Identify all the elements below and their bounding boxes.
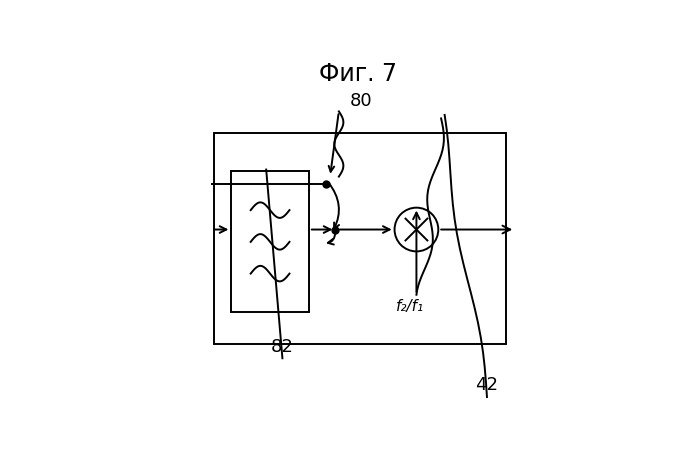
Bar [231,171,309,312]
Text: Фиг. 7: Фиг. 7 [319,62,397,87]
Text: f₂/f₁: f₂/f₁ [396,299,424,314]
Text: 42: 42 [475,376,498,393]
Circle shape [394,207,438,251]
Bar [214,132,506,344]
Text: 82: 82 [271,338,294,356]
Text: 80: 80 [350,92,373,109]
